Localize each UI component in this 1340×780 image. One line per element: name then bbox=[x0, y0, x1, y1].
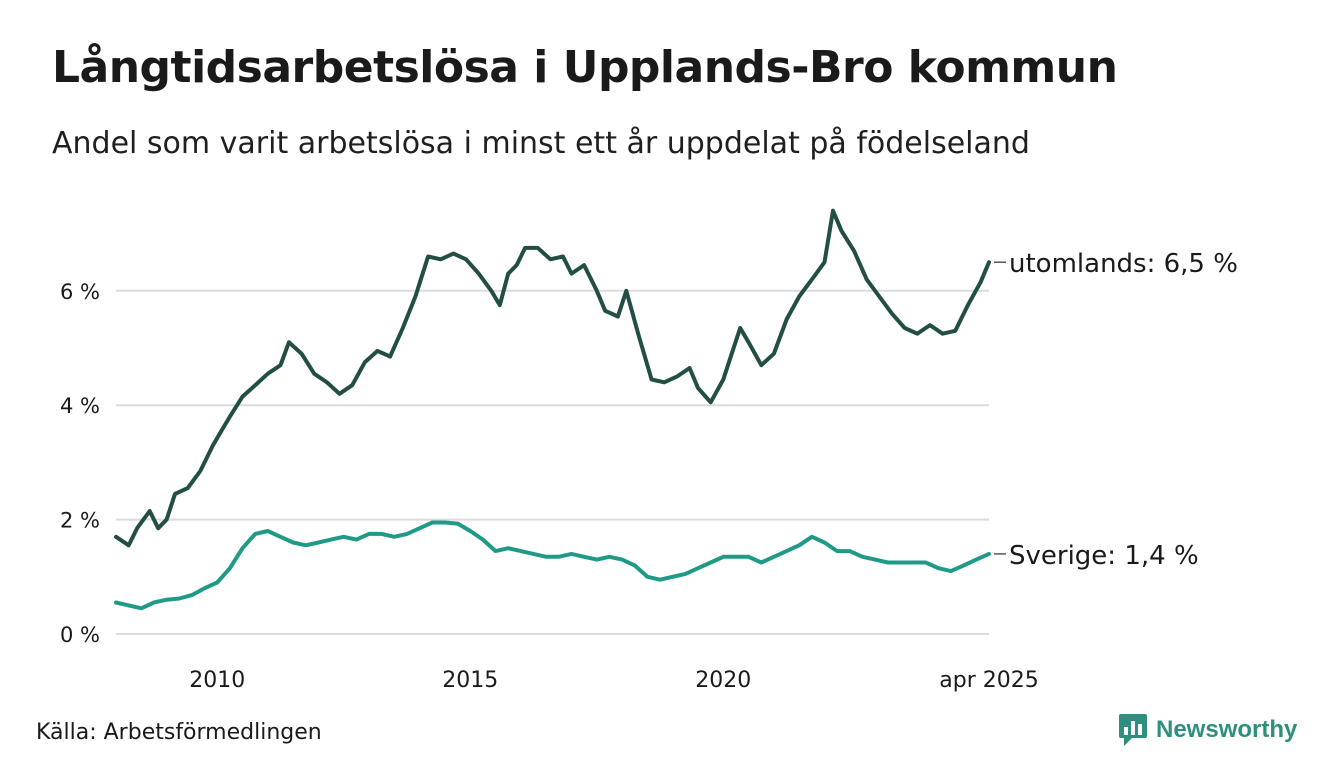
gridlines bbox=[116, 289, 989, 635]
y-tick-label: 0 % bbox=[60, 623, 100, 647]
x-axis-ticks: 2010 2015 2020 apr 2025 bbox=[189, 668, 1039, 693]
series-end-labels: utomlands: 6,5 % Sverige: 1,4 % bbox=[994, 249, 1238, 571]
chart-title: Långtidsarbetslösa i Upplands-Bro kommun bbox=[52, 42, 1118, 93]
x-tick-label: apr 2025 bbox=[939, 668, 1038, 693]
chart-subtitle: Andel som varit arbetslösa i minst ett å… bbox=[52, 126, 1030, 161]
y-tick-label: 2 % bbox=[60, 509, 100, 533]
newsworthy-icon bbox=[1119, 714, 1147, 746]
x-tick-label: 2020 bbox=[695, 668, 751, 693]
x-tick-label: 2015 bbox=[442, 668, 498, 693]
series-line-utomlands bbox=[114, 208, 991, 548]
brand-logo: Newsworthy bbox=[1118, 713, 1297, 747]
y-tick-label: 4 % bbox=[60, 394, 100, 418]
series-end-label: utomlands: 6,5 % bbox=[1009, 249, 1238, 279]
source-note: Källa: Arbetsförmedlingen bbox=[36, 720, 322, 745]
series-end-label: Sverige: 1,4 % bbox=[1009, 541, 1199, 571]
series-line-sverige bbox=[114, 520, 991, 611]
y-tick-label: 6 % bbox=[60, 280, 100, 304]
brand-name: Newsworthy bbox=[1156, 716, 1298, 743]
x-tick-label: 2010 bbox=[189, 668, 245, 693]
series-lines bbox=[114, 208, 991, 611]
y-axis-ticks: 0 % 2 % 4 % 6 % bbox=[60, 280, 100, 647]
